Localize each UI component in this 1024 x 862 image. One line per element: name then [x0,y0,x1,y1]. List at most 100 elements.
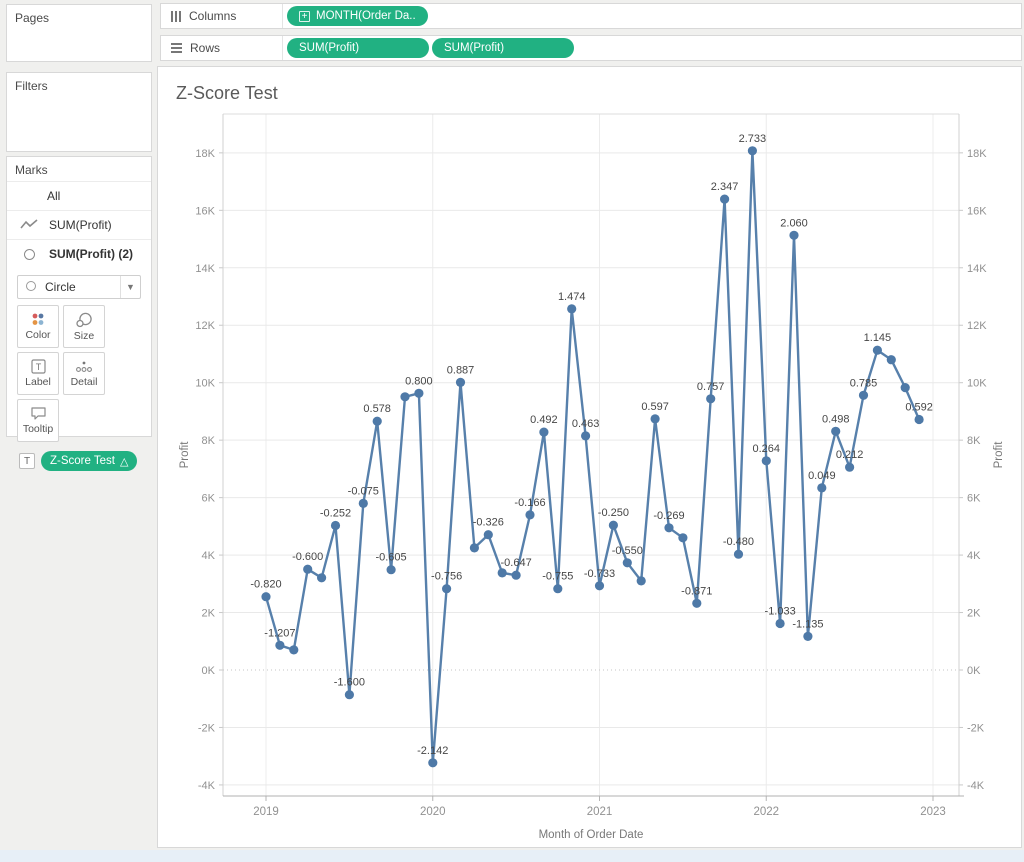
data-point[interactable] [387,565,396,574]
tooltip-button[interactable]: Tooltip [17,399,59,442]
y-tick-label-left: 10K [195,378,215,390]
data-point[interactable] [692,599,701,608]
data-point[interactable] [470,543,479,552]
data-point-label: 0.578 [363,403,391,415]
data-point[interactable] [289,645,298,654]
data-point[interactable] [525,510,534,519]
data-point[interactable] [512,571,521,580]
data-point[interactable] [859,391,868,400]
data-point[interactable] [748,146,757,155]
data-point-label: 0.597 [641,401,669,413]
data-point[interactable] [651,414,660,423]
y-tick-label-left: -4K [198,780,216,792]
data-point[interactable] [581,431,590,440]
data-point[interactable] [484,530,493,539]
x-tick-label: 2023 [920,806,946,818]
chevron-down-icon[interactable]: ▼ [120,276,140,298]
data-point-label: 2.347 [711,181,739,193]
data-point[interactable] [762,456,771,465]
data-point[interactable] [803,632,812,641]
marks-row-sum-profit[interactable]: SUM(Profit) [7,210,151,239]
data-point-label: -1.600 [334,677,365,689]
size-button[interactable]: Size [63,305,105,348]
data-point[interactable] [664,523,673,532]
data-point[interactable] [678,533,687,542]
data-point[interactable] [623,558,632,567]
data-point[interactable] [901,383,910,392]
data-point[interactable] [915,415,924,424]
data-point[interactable] [887,355,896,364]
data-point[interactable] [331,521,340,530]
data-point[interactable] [359,499,368,508]
rows-shelf-text: Rows [190,41,220,55]
data-point[interactable] [734,550,743,559]
line-chart: 2019202020212022202318K18K16K16K14K14K12… [158,67,1021,847]
y-tick-label-right: 4K [967,550,981,562]
marks-row-sum-profit-2[interactable]: SUM(Profit) (2) [7,239,151,268]
color-button[interactable]: Color [17,305,59,348]
data-point[interactable] [400,392,409,401]
pages-shelf[interactable]: Pages [6,4,152,62]
data-point[interactable] [317,573,326,582]
data-point[interactable] [720,195,729,204]
data-point-label: 1.145 [864,332,892,344]
columns-shelf-label: Columns [161,4,283,28]
data-point[interactable] [789,231,798,240]
marks-row-all[interactable]: All [7,181,151,210]
size-icon [75,312,93,328]
data-point[interactable] [498,568,507,577]
pages-title: Pages [7,5,151,29]
left-sidebar: Pages Filters Marks All SUM(Profit) SUM(… [0,0,157,850]
data-point[interactable] [706,394,715,403]
sum-profit-pill-1[interactable]: SUM(Profit) [287,38,429,58]
data-point[interactable] [595,581,604,590]
data-point[interactable] [873,346,882,355]
data-point[interactable] [456,378,465,387]
data-point[interactable] [567,304,576,313]
data-point-label: -0.250 [598,507,629,519]
data-point[interactable] [553,584,562,593]
filters-shelf[interactable]: Filters [6,72,152,152]
marks-row-sum-profit-label: SUM(Profit) [49,218,112,232]
x-axis-title: Month of Order Date [539,829,644,841]
data-point[interactable] [261,592,270,601]
data-point-label: -0.755 [542,571,573,583]
tooltip-bubble-icon [30,406,47,421]
z-score-test-pill[interactable]: Z-Score Test △ [41,451,137,471]
marks-row-sum-profit-2-label: SUM(Profit) (2) [49,247,133,261]
rows-shelf[interactable]: Rows SUM(Profit) SUM(Profit) [160,35,1022,61]
label-button[interactable]: T Label [17,352,59,395]
data-point[interactable] [609,521,618,530]
data-point[interactable] [303,565,312,574]
detail-button[interactable]: Detail [63,352,105,395]
marks-card: Marks All SUM(Profit) SUM(Profit) (2) Ci… [6,156,152,437]
mark-type-dropdown[interactable]: Circle ▼ [17,275,141,299]
data-point[interactable] [373,417,382,426]
data-point[interactable] [275,641,284,650]
data-point-label: -0.605 [375,552,406,564]
columns-shelf[interactable]: Columns + MONTH(Order Da.. [160,3,1022,29]
y-tick-label-left: 14K [195,263,215,275]
text-field-icon: T [19,453,35,469]
filters-title: Filters [7,73,151,97]
sum-profit-pill-2-label: SUM(Profit) [444,42,504,54]
x-tick-label: 2022 [753,806,779,818]
data-point[interactable] [831,427,840,436]
data-point[interactable] [442,584,451,593]
data-point-label: 0.800 [405,375,433,387]
tooltip-button-label: Tooltip [23,423,53,435]
data-point[interactable] [345,690,354,699]
y-tick-label-left: 16K [195,205,215,217]
sum-profit-pill-1-label: SUM(Profit) [299,42,359,54]
data-point-label: -0.252 [320,507,351,519]
data-point[interactable] [414,389,423,398]
sum-profit-pill-2[interactable]: SUM(Profit) [432,38,574,58]
data-point[interactable] [845,463,854,472]
data-point[interactable] [539,428,548,437]
data-point[interactable] [776,619,785,628]
month-order-date-pill[interactable]: + MONTH(Order Da.. [287,6,428,26]
data-point[interactable] [428,758,437,767]
expand-date-icon[interactable]: + [299,11,310,22]
data-point[interactable] [637,576,646,585]
data-point[interactable] [817,483,826,492]
